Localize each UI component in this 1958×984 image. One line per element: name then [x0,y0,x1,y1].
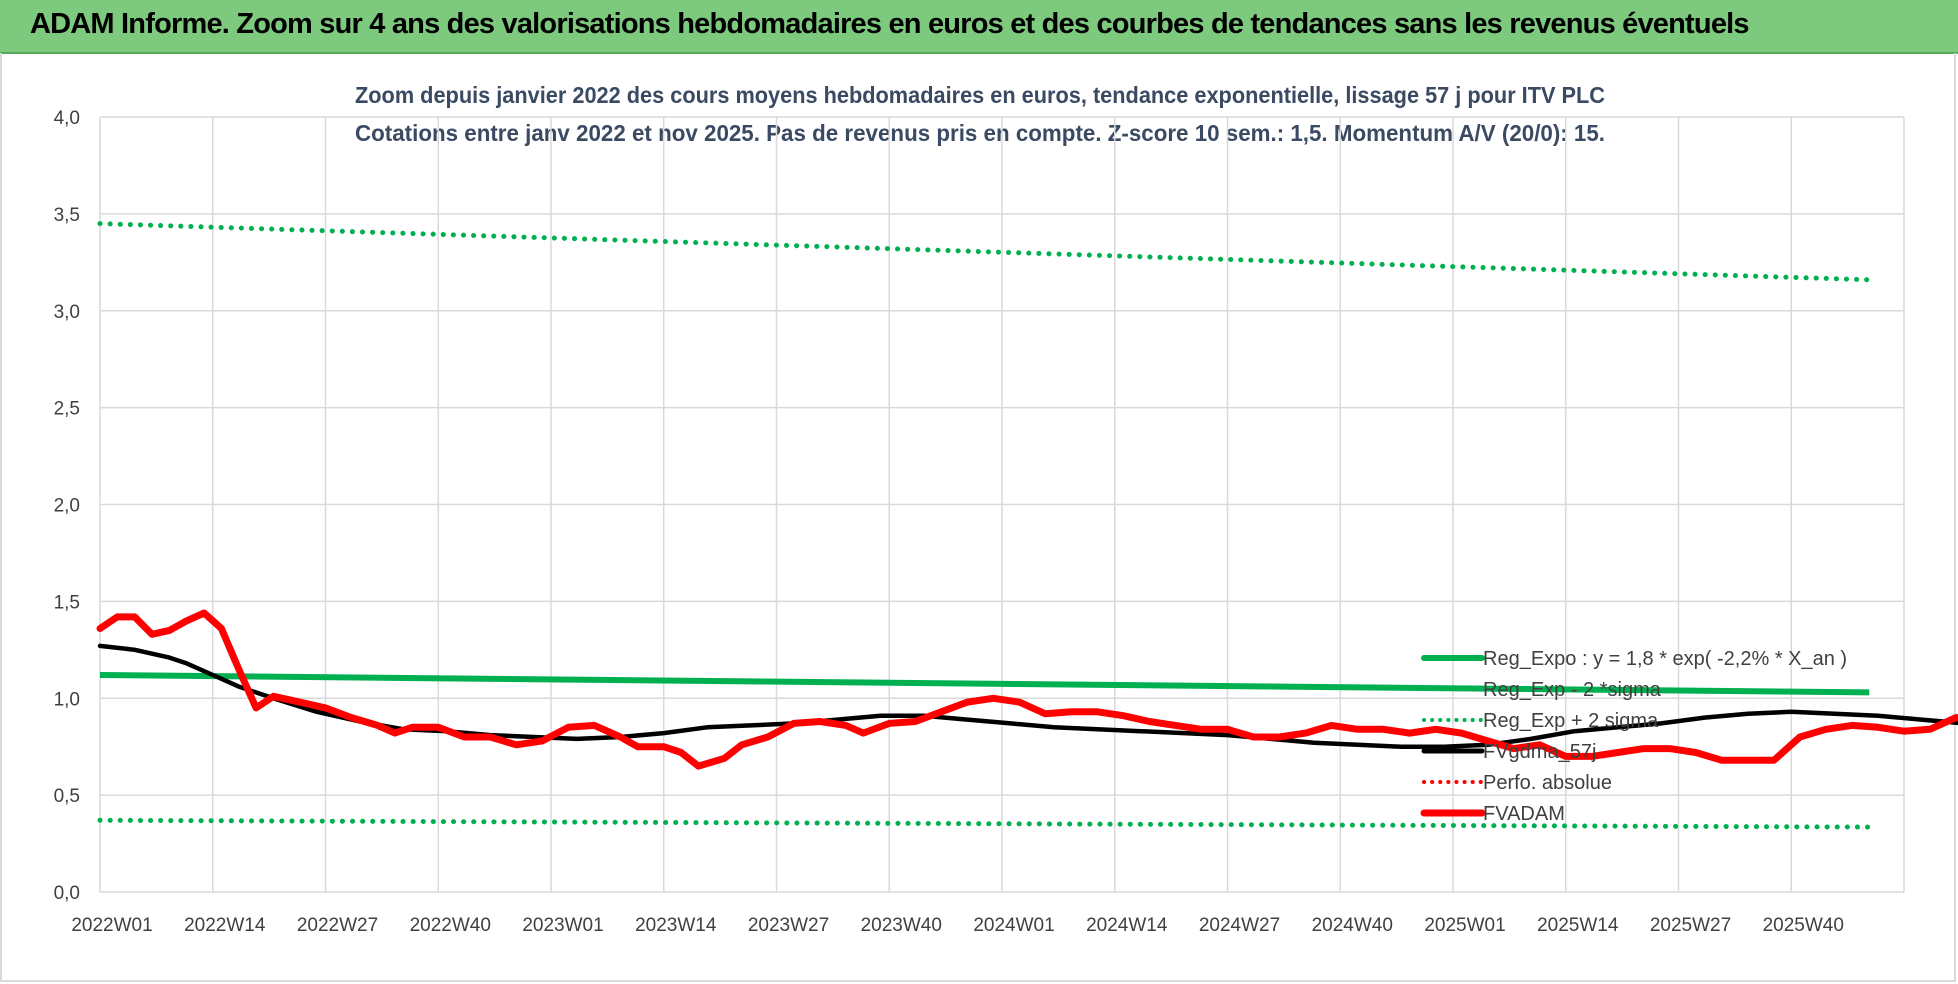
y-tick-label: 2,0 [54,496,80,517]
y-tick-label: 0,0 [54,883,80,904]
legend-label: Perfo. absolue [1483,772,1612,794]
chart-frame [0,53,1956,982]
x-axis-ticks: 2022W01 2022W14 2022W27 2022W40 2023W01 2023W… [71,915,1844,936]
grid-lines [99,116,1905,893]
y-tick-label: 3,0 [54,302,80,323]
legend-label: Reg_Expo : y = 1,8 * exp( -2,2% * X_an ) [1483,648,1847,670]
series-line-reg-expo [99,672,1870,696]
legend-label: Reg_Exp - 2 *sigma [1483,679,1662,701]
x-tick-label: 2023W27 [748,915,829,936]
banner-title: ADAM Informe. Zoom sur 4 ans des valoris… [30,8,1750,40]
x-tick-label: 2025W27 [1650,915,1731,936]
y-tick-label: 1,0 [54,689,80,710]
series-line-reg-exp [97,817,1872,830]
x-tick-label: 2023W40 [861,915,942,936]
series-line-fvadam [96,609,1958,770]
x-tick-label: 2023W14 [635,915,717,936]
y-tick-label: 0,5 [54,786,80,807]
x-tick-label: 2025W01 [1424,915,1505,936]
x-tick-label: 2025W40 [1763,915,1844,936]
chart-subtitle: Cotations entre janv 2022 et nov 2025. P… [355,120,1605,146]
x-tick-label: 2022W40 [410,915,491,936]
x-tick-label: 2022W14 [184,915,266,936]
y-axis-ticks: 0,0 0,5 1,0 1,5 2,0 2,5 3,0 3,5 4,0 [54,108,80,904]
series-line-reg-exp [97,221,1872,283]
x-tick-label: 2022W27 [297,915,378,936]
y-tick-label: 3,5 [54,205,80,226]
title-banner: ADAM Informe. Zoom sur 4 ans des valoris… [0,0,1958,54]
legend-label: FVgdma_57j [1483,741,1596,763]
x-tick-label: 2024W27 [1199,915,1280,936]
x-tick-label: 2024W40 [1312,915,1393,936]
x-tick-label: 2025W14 [1537,915,1619,936]
y-tick-label: 4,0 [54,108,80,129]
series-lines [96,221,1958,830]
y-tick-label: 2,5 [54,399,80,420]
legend-label: FVADAM [1483,803,1565,825]
x-tick-label: 2023W01 [522,915,603,936]
chart-title: Zoom depuis janvier 2022 des cours moyen… [355,82,1605,108]
y-tick-label: 1,5 [54,592,80,613]
x-tick-label: 2024W01 [973,915,1054,936]
legend-label: Reg_Exp + 2 sigma [1483,710,1659,732]
x-tick-label: 2024W14 [1086,915,1168,936]
x-tick-label: 2022W01 [71,915,152,936]
legend: Reg_Expo : y = 1,8 * exp( -2,2% * X_an )… [1420,648,1847,825]
